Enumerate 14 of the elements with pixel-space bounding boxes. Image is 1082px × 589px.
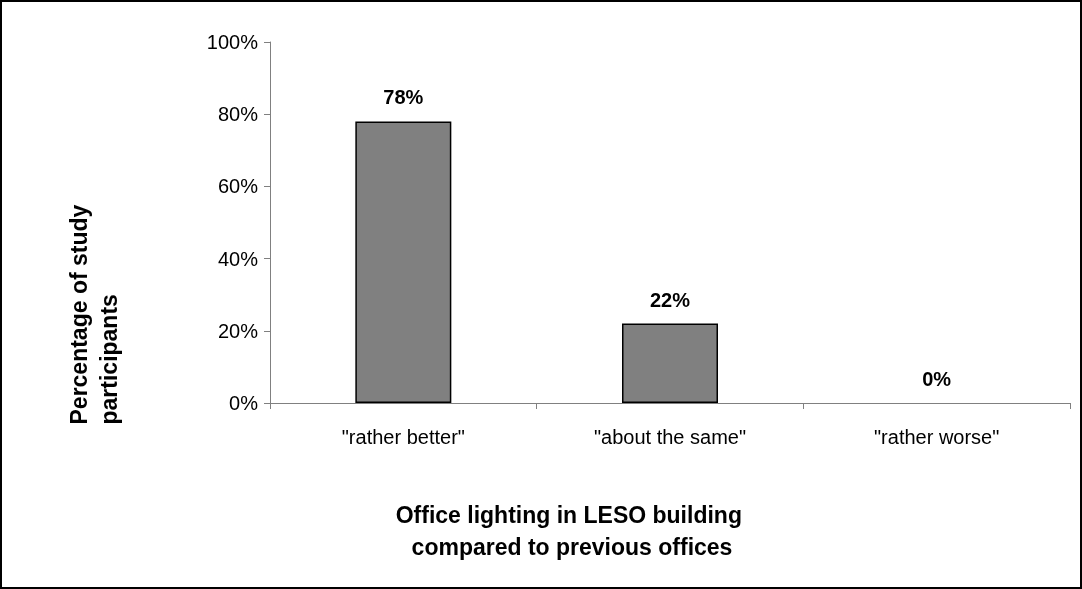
y-tick-label: 60% <box>217 175 259 198</box>
x-tick-label: "rather worse" <box>873 426 1000 448</box>
y-tick-label: 80% <box>217 103 259 126</box>
data-label: 0% <box>922 368 952 390</box>
data-label: 78% <box>383 86 424 109</box>
x-tick-label: "about the same" <box>593 426 747 448</box>
y-tick-label: 20% <box>217 319 259 342</box>
y-tick-label: 40% <box>217 247 259 270</box>
x-tick-label: "rather better" <box>341 426 465 448</box>
y-tick-label: 0% <box>229 392 259 414</box>
x-axis-title: Office lighting in LESO building compared to previous offices <box>395 502 749 560</box>
y-axis-title: Percentage of study participants <box>66 198 122 425</box>
data-label: 22% <box>649 288 691 311</box>
y-tick-label: 100% <box>206 31 259 53</box>
